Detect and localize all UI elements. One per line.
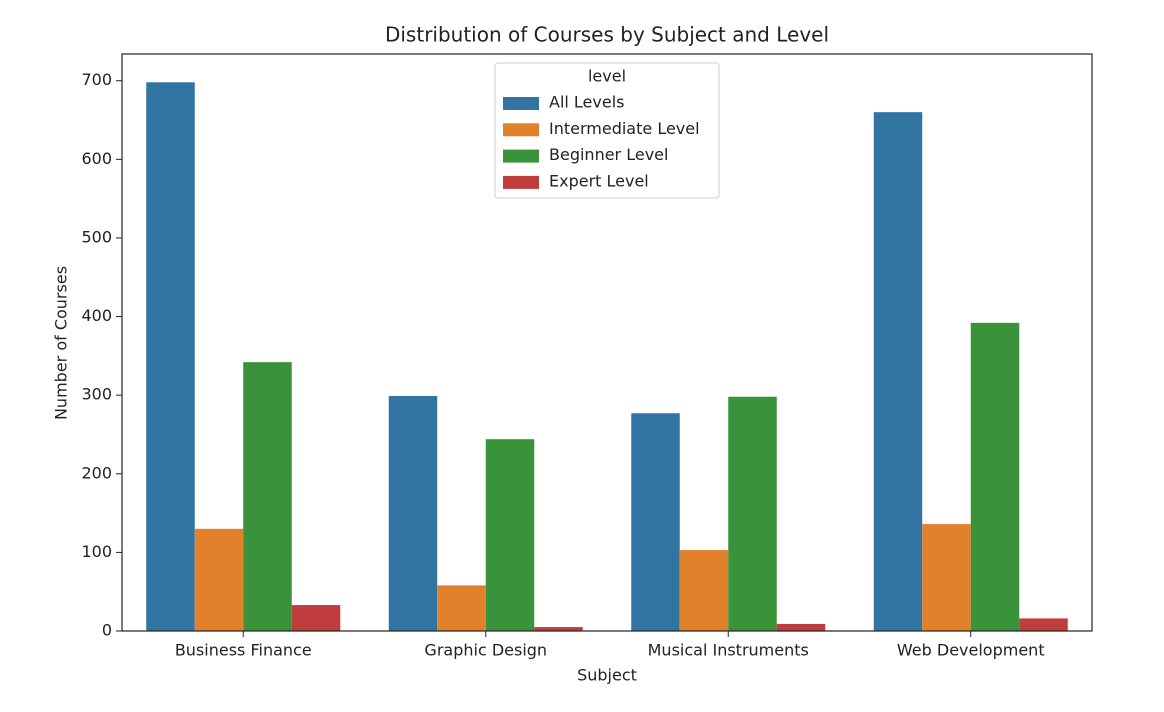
chart-title: Distribution of Courses by Subject and L… [385,23,829,47]
y-tick-label: 700 [81,70,112,89]
bar [194,528,244,631]
plot-frame [121,53,1093,632]
bar [922,524,971,631]
legend-swatch [503,123,539,137]
bar [970,322,1020,631]
y-tick-label: 500 [81,227,112,246]
x-tick-label: Musical Instruments [648,641,809,660]
bar [728,396,777,631]
bar [388,395,438,631]
y-tick-label: 200 [81,463,112,482]
legend-title: level [588,67,626,86]
legend: level All Levels Intermediate Level Beginne… [494,62,720,199]
bar [485,439,535,631]
bar [437,585,486,631]
legend-swatch [503,175,539,189]
bar [631,413,680,631]
bar [776,623,826,631]
x-axis-label: Subject [577,666,637,685]
y-tick-label: 400 [81,306,112,325]
legend-label: All Levels [549,93,625,112]
legend-label: Expert Level [549,171,649,190]
legend-swatch [503,149,539,163]
bar [243,362,292,631]
bar [291,605,341,631]
legend-swatch [503,97,539,110]
legend-label: Beginner Level [549,145,668,164]
legend-box [494,62,720,199]
y-tick-label: 100 [81,542,112,561]
x-tick-label: Business Finance [175,641,312,660]
bar [146,82,195,631]
y-tick-label: 300 [81,385,112,404]
y-tick-label: 600 [81,149,112,168]
y-axis-label: Number of Courses [52,266,71,420]
bar [873,112,923,632]
bar [534,627,583,631]
legend-label: Intermediate Level [549,119,700,138]
bar [679,550,729,631]
bar [1019,618,1068,631]
y-tick-label: 0 [102,621,112,640]
x-tick-label: Web Development [897,641,1045,660]
x-tick-label: Graphic Design [424,641,547,660]
